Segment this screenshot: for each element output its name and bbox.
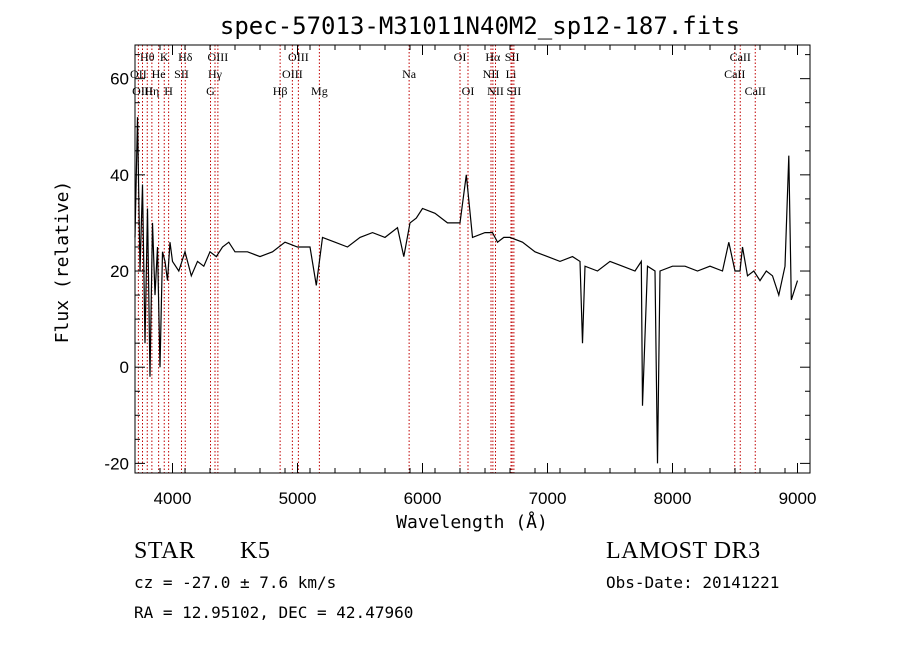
x-tick-label: 5000 bbox=[279, 489, 317, 508]
line-marker-label: Mg bbox=[311, 84, 328, 98]
line-marker-label: H bbox=[164, 84, 173, 98]
line-marker-label: OI bbox=[454, 50, 467, 64]
spectrum-chart: spec-57013-M31011N40M2_sp12-187.fits Hθ O… bbox=[52, 12, 817, 533]
x-tick-label: 6000 bbox=[404, 489, 442, 508]
line-marker-label: OIII bbox=[132, 84, 153, 98]
line-marker-label: SII bbox=[174, 67, 189, 81]
obs-date-text: Obs-Date: 20141221 bbox=[606, 573, 780, 592]
line-marker-label: Li bbox=[506, 67, 517, 81]
x-tick-label: 7000 bbox=[529, 489, 567, 508]
y-axis-ticks: -20 0 20 40 60 bbox=[104, 54, 810, 473]
x-axis-label: Wavelength (Å) bbox=[396, 511, 548, 533]
object-class: STAR bbox=[134, 538, 196, 564]
x-tick-label: 9000 bbox=[779, 489, 817, 508]
line-marker-label: Hβ bbox=[273, 84, 288, 98]
line-marker-label: Na bbox=[402, 67, 417, 81]
line-marker-label: SII bbox=[507, 84, 522, 98]
line-marker-label: Hα bbox=[485, 50, 501, 64]
line-marker-label: K bbox=[160, 50, 169, 64]
velocity-text: cz = -27.0 ± 7.6 km/s bbox=[134, 573, 337, 592]
line-marker-label: G bbox=[206, 84, 215, 98]
line-marker-label: CaII bbox=[730, 50, 751, 64]
line-marker-label: CaII bbox=[724, 67, 745, 81]
y-tick-label: 0 bbox=[120, 358, 129, 377]
line-marker-label: SII bbox=[505, 50, 520, 64]
coordinates-text: RA = 12.95102, DEC = 42.47960 bbox=[134, 603, 414, 622]
line-marker-label: NII bbox=[483, 67, 500, 81]
object-subclass: K5 bbox=[240, 538, 271, 564]
x-tick-label: 4000 bbox=[154, 489, 192, 508]
y-tick-label: -20 bbox=[104, 454, 129, 473]
line-marker-label: OIII bbox=[282, 67, 303, 81]
line-marker-label: Hθ bbox=[140, 50, 155, 64]
line-marker-label: Hγ bbox=[208, 67, 223, 81]
line-marker-label: OI bbox=[462, 84, 475, 98]
y-tick-label: 20 bbox=[110, 262, 129, 281]
line-marker-label: NII bbox=[487, 84, 504, 98]
chart-title: spec-57013-M31011N40M2_sp12-187.fits bbox=[220, 12, 740, 40]
plot-frame bbox=[134, 44, 811, 474]
line-marker-label: OIII bbox=[208, 50, 229, 64]
line-marker-label: Hδ bbox=[178, 50, 193, 64]
y-axis-label: Flux (relative) bbox=[52, 181, 73, 344]
y-tick-label: 60 bbox=[110, 70, 129, 89]
x-tick-label: 8000 bbox=[654, 489, 692, 508]
x-axis-ticks: 4000 5000 6000 7000 8000 9000 bbox=[134, 45, 817, 508]
survey-name: LAMOST DR3 bbox=[606, 538, 761, 564]
line-marker-label: Hη bbox=[144, 84, 159, 98]
flux-series-line bbox=[134, 117, 799, 464]
y-tick-label: 40 bbox=[110, 166, 129, 185]
line-marker-label: He bbox=[152, 67, 166, 81]
line-marker-label: OIII bbox=[288, 50, 309, 64]
line-marker-label: CaII bbox=[745, 84, 766, 98]
